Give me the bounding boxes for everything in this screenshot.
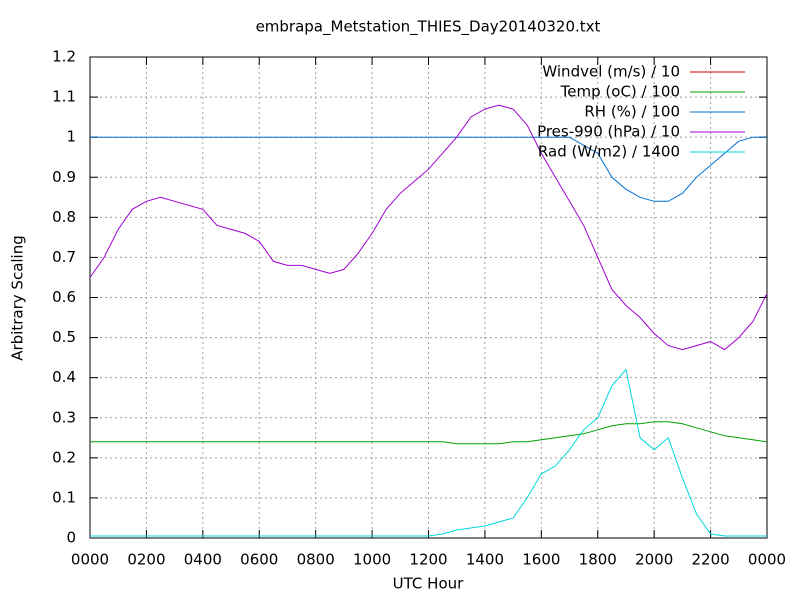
y-tick-label: 0.3 (52, 408, 76, 426)
y-tick-label: 0 (66, 529, 76, 547)
y-tick-label: 0.4 (52, 368, 76, 386)
series-line (89, 104, 768, 351)
y-tick-label: 0.8 (52, 208, 76, 226)
y-tick-label: 1 (66, 128, 76, 146)
x-tick-label: 1600 (522, 551, 560, 569)
legend-label: Rad (W/m2) / 1400 (538, 143, 680, 161)
x-tick-label: 0600 (240, 551, 278, 569)
x-tick-label: 0000 (748, 551, 786, 569)
x-tick-label: 0000 (71, 551, 109, 569)
x-tick-label: 2000 (635, 551, 673, 569)
legend-label: RH (%) / 100 (584, 103, 680, 121)
x-tick-label: 1200 (409, 551, 447, 569)
x-tick-label: 0400 (184, 551, 222, 569)
y-tick-label: 0.7 (52, 248, 76, 266)
chart-title: embrapa_Metstation_THIES_Day20140320.txt (256, 18, 601, 37)
x-tick-label: 1000 (353, 551, 391, 569)
y-axis-label: Arbitrary Scaling (9, 235, 27, 361)
x-tick-label: 1800 (579, 551, 617, 569)
legend-label: Temp (oC) / 100 (560, 83, 680, 101)
x-tick-label: 0800 (297, 551, 335, 569)
y-tick-label: 1.1 (52, 88, 76, 106)
x-tick-label: 2200 (691, 551, 729, 569)
y-tick-label: 1.2 (52, 48, 76, 66)
x-axis-label: UTC Hour (393, 575, 464, 593)
legend-label: Windvel (m/s) / 10 (542, 63, 680, 81)
y-tick-label: 0.6 (52, 288, 76, 306)
y-tick-label: 0.5 (52, 328, 76, 346)
series-line (90, 368, 767, 537)
y-tick-label: 0.2 (52, 448, 76, 466)
series-line (90, 136, 767, 202)
y-tick-label: 0.1 (52, 488, 76, 506)
y-tick-label: 0.9 (52, 168, 76, 186)
plot-frame (89, 56, 768, 539)
legend-label: Pres-990 (hPa) / 10 (537, 123, 680, 141)
x-tick-label: 1400 (466, 551, 504, 569)
x-tick-label: 0200 (127, 551, 165, 569)
series-line (90, 421, 768, 445)
